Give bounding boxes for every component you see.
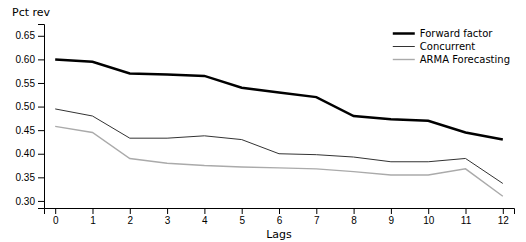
series-line [55, 126, 503, 196]
tick-label: 10 [423, 215, 435, 226]
tick: 0.35 [16, 172, 44, 183]
tick: 1 [90, 208, 96, 226]
tick: 0.65 [16, 30, 44, 41]
tick: 11 [461, 208, 472, 226]
tick-mark [38, 107, 44, 108]
tick-label: 0.65 [16, 30, 36, 41]
tick-mark [130, 208, 131, 214]
legend-label: Concurrent [420, 41, 476, 52]
legend-entry: Forward factor [393, 28, 494, 39]
tick-label: 1 [90, 215, 96, 226]
tick-mark [279, 208, 280, 214]
tick: 7 [314, 208, 320, 226]
x-axis-title: Lags [266, 228, 292, 241]
legend-swatch [393, 59, 415, 60]
tick-mark [92, 208, 93, 214]
tick-label: 12 [498, 215, 510, 226]
tick: 12 [498, 208, 510, 226]
legend: Forward factor Concurrent ARMA Forecasting [393, 28, 510, 65]
tick: 0.50 [16, 101, 44, 112]
tick: 6 [277, 208, 283, 226]
tick: 0.40 [16, 148, 44, 159]
tick-label: 6 [277, 215, 283, 226]
tick-mark [204, 208, 205, 214]
tick-label: 4 [202, 215, 208, 226]
tick-label: 0.35 [16, 172, 36, 183]
series-line [55, 109, 503, 184]
y-axis: 0.30 0.35 0.40 0.45 0.50 0.55 0.60 0.65 [16, 25, 45, 209]
tick-mark [38, 177, 44, 178]
tick: 0.30 [16, 196, 44, 207]
tick-mark [38, 130, 44, 131]
tick-label: 9 [389, 215, 395, 226]
tick-mark [38, 154, 44, 155]
tick: 0.55 [16, 78, 44, 89]
tick: 3 [165, 208, 171, 226]
legend-label: ARMA Forecasting [420, 54, 510, 65]
tick: 5 [239, 208, 245, 226]
tick-label: 11 [461, 215, 472, 226]
tick: 10 [423, 208, 435, 226]
tick-mark [391, 208, 392, 214]
tick-label: 0.45 [16, 125, 36, 136]
legend-entry: Concurrent [393, 41, 476, 52]
tick-label: 5 [239, 215, 245, 226]
tick-label: 0 [53, 215, 59, 226]
tick-mark [55, 208, 56, 214]
tick-label: 0.30 [16, 196, 36, 207]
chart: 01234567891011120.300.350.400.450.500.55… [0, 0, 526, 242]
tick-label: 2 [128, 215, 134, 226]
y-axis-title: Pct rev [12, 6, 51, 19]
tick-mark [428, 208, 429, 214]
tick-label: 3 [165, 215, 171, 226]
tick-label: 0.55 [16, 78, 36, 89]
tick: 0.45 [16, 125, 44, 136]
tick: 8 [351, 208, 357, 226]
x-axis: 0123456789101112 [45, 208, 515, 226]
tick-mark [38, 36, 44, 37]
legend-label: Forward factor [420, 28, 494, 39]
legend-swatch [393, 32, 415, 35]
series-line [55, 59, 503, 139]
tick-mark [503, 208, 504, 214]
tick-label: 8 [351, 215, 357, 226]
tick-mark [242, 208, 243, 214]
tick-mark [38, 59, 44, 60]
tick-mark [38, 83, 44, 84]
tick-label: 0.50 [16, 101, 36, 112]
tick: 4 [202, 208, 208, 226]
axis-line [38, 25, 45, 209]
tick-mark [167, 208, 168, 214]
tick-label: 0.40 [16, 148, 36, 159]
tick-mark [354, 208, 355, 214]
tick-mark [316, 208, 317, 214]
plot-area [55, 59, 503, 196]
tick-mark [38, 201, 44, 202]
tick: 9 [389, 208, 395, 226]
tick-mark [466, 208, 467, 214]
tick: 0 [53, 208, 59, 226]
tick-label: 0.60 [16, 54, 36, 65]
tick: 0.60 [16, 54, 44, 65]
axis-line [45, 209, 515, 215]
legend-swatch [393, 46, 415, 47]
tick: 2 [128, 208, 134, 226]
tick-label: 7 [314, 215, 320, 226]
legend-entry: ARMA Forecasting [393, 54, 510, 65]
